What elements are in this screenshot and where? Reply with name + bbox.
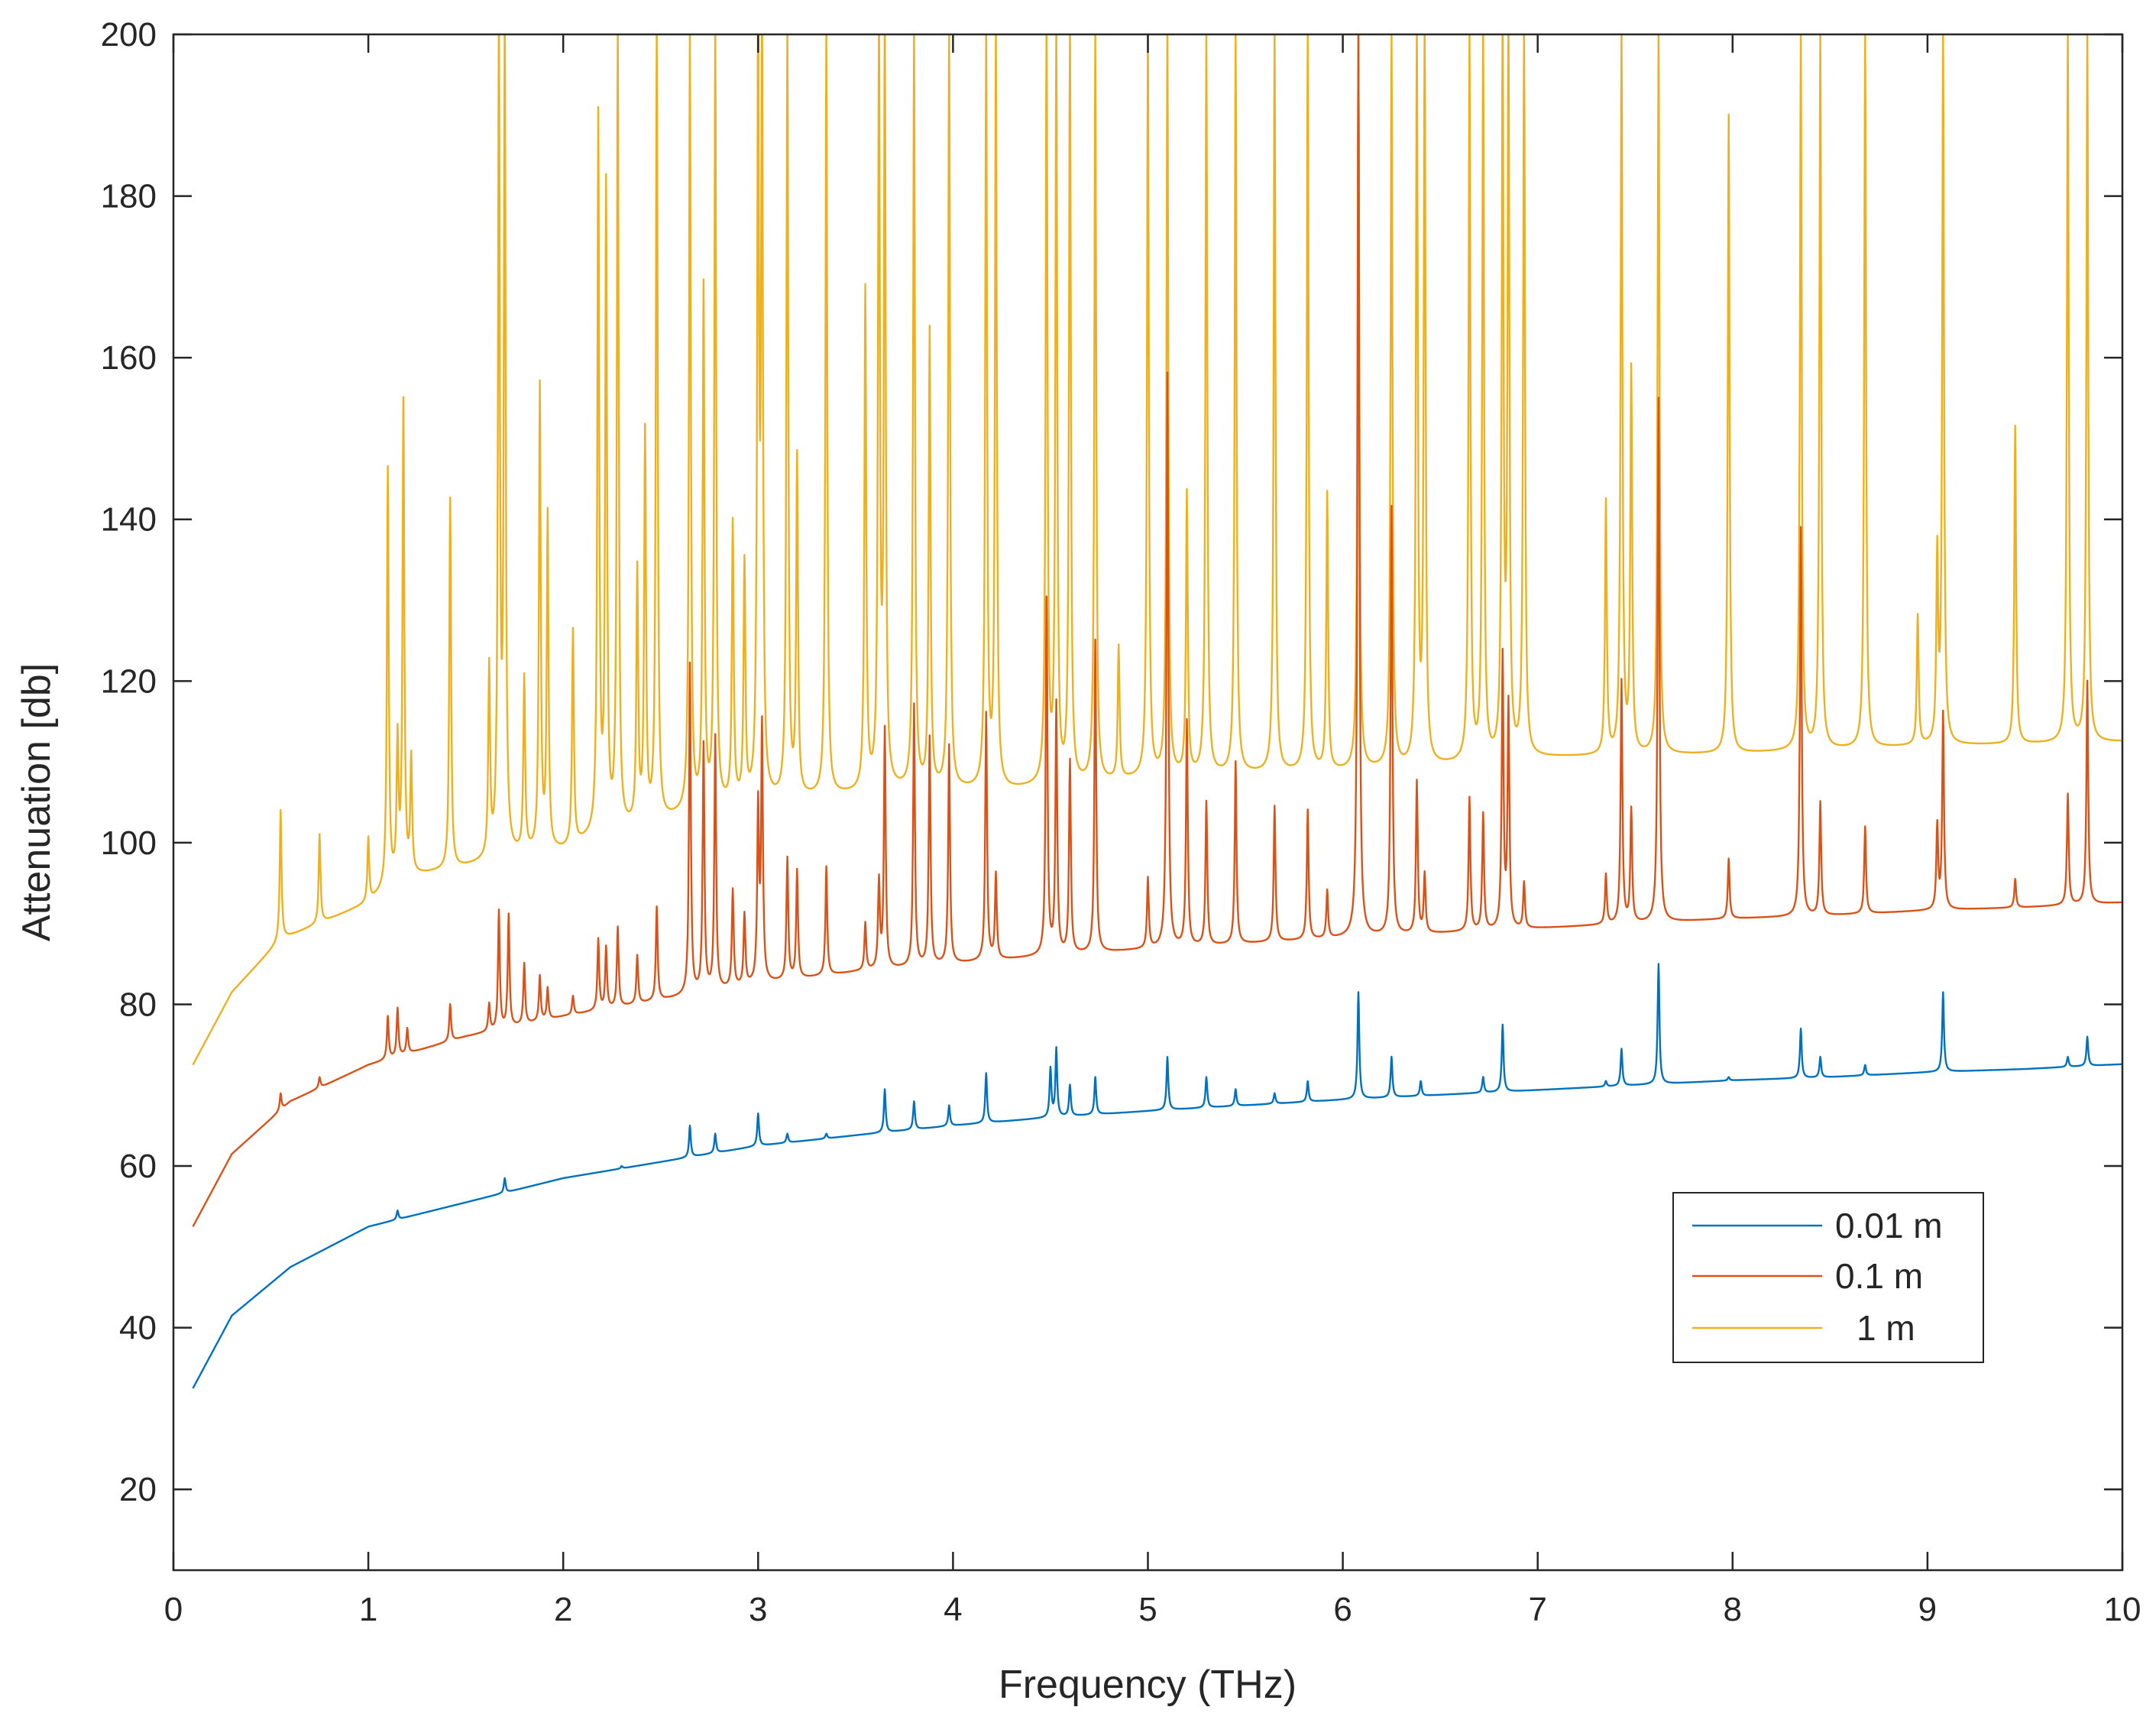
x-tick-label-7: 7 bbox=[1528, 1591, 1546, 1628]
y-tick-label-6: 140 bbox=[101, 501, 157, 539]
x-tick-label-8: 8 bbox=[1724, 1591, 1742, 1628]
y-tick-label-7: 160 bbox=[101, 339, 157, 377]
x-axis-label: Frequency (THz) bbox=[999, 1663, 1297, 1707]
x-tick-label-9: 9 bbox=[1918, 1591, 1937, 1628]
x-tick-label-10: 10 bbox=[2104, 1591, 2141, 1628]
y-tick-label-4: 100 bbox=[101, 824, 157, 862]
x-tick-label-2: 2 bbox=[554, 1591, 572, 1628]
x-axis: 0 1 2 3 4 5 6 7 8 9 10 bbox=[164, 34, 2141, 1628]
y-tick-label-3: 80 bbox=[119, 986, 157, 1023]
x-tick-label-3: 3 bbox=[749, 1591, 767, 1628]
legend-text-0: 0.01 m bbox=[1835, 1206, 1943, 1245]
series-line-0 bbox=[192, 963, 2122, 1389]
y-tick-label-1: 40 bbox=[119, 1310, 157, 1347]
y-tick-label-5: 120 bbox=[101, 662, 157, 700]
series-layer bbox=[192, 34, 2122, 1389]
y-axis-label: Attenuation [db] bbox=[15, 663, 59, 941]
y-tick-label-8: 180 bbox=[101, 178, 157, 215]
x-tick-label-6: 6 bbox=[1333, 1591, 1352, 1628]
legend-text-1: 0.1 m bbox=[1835, 1256, 1923, 1296]
series-line-2 bbox=[192, 34, 2122, 1066]
y-tick-label-2: 60 bbox=[119, 1148, 157, 1185]
x-tick-label-0: 0 bbox=[164, 1591, 183, 1628]
series-line-1 bbox=[192, 34, 2122, 1227]
y-tick-label-0: 20 bbox=[119, 1471, 157, 1508]
y-tick-label-9: 200 bbox=[101, 16, 157, 53]
legend: 0.01 m 0.1 m 1 m bbox=[1672, 1192, 1984, 1363]
x-tick-label-5: 5 bbox=[1138, 1591, 1157, 1628]
legend-box bbox=[1672, 1192, 1984, 1363]
x-tick-label-1: 1 bbox=[359, 1591, 377, 1628]
y-axis: 20 40 60 80 100 120 140 160 180 200 bbox=[101, 16, 2122, 1508]
x-tick-label-4: 4 bbox=[944, 1591, 962, 1628]
legend-text-2: 1 m bbox=[1857, 1308, 1915, 1348]
